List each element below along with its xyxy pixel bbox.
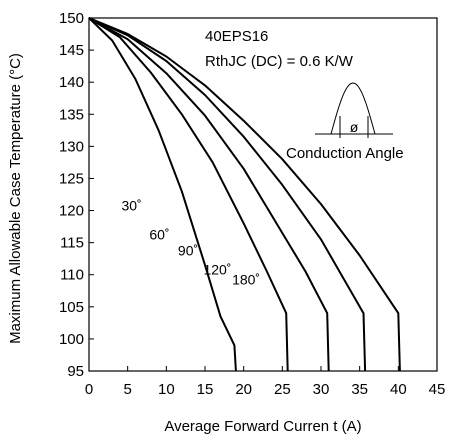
x-tick-label: 30 [313,381,330,398]
x-tick-label: 45 [429,381,446,398]
x-tick-label: 5 [123,381,131,398]
y-tick-label: 115 [60,235,84,252]
x-tick-label: 40 [390,381,407,398]
half-sine-waveform [330,82,376,135]
x-axis-title: Average Forward Curren t (A) [164,418,361,435]
series-label: 90˚ [178,242,198,258]
y-tick-label: 130 [59,138,84,155]
y-axis-title: Maximum Allowable Case Temperature (°C) [7,53,24,344]
x-axis-ticks: 0 5 10 15 20 25 30 35 40 45 [85,366,446,398]
phi-label: ø [350,119,359,135]
y-tick-label: 100 [59,331,84,348]
device-label: 40EPS16 [205,28,268,45]
y-axis-ticks: 95 100 105 110 115 120 125 130 135 140 145 150 [59,10,94,380]
x-tick-label: 15 [197,381,214,398]
y-tick-label: 145 [59,42,84,59]
x-tick-label: 25 [274,381,291,398]
series-curves: 30˚ 60˚ 90˚ 120˚180˚ [88,17,401,372]
plot-frame [88,17,438,372]
series-line [88,17,401,372]
conduction-angle-caption: Conduction Angle [286,145,404,162]
series-line [88,17,237,372]
y-tick-label: 105 [59,299,84,316]
series-label: 180˚ [232,271,260,287]
series-label: 60˚ [149,226,169,242]
axes [88,17,438,372]
series-label: 30˚ [121,198,141,214]
series-line [88,17,289,372]
y-tick-label: 95 [67,363,84,380]
series-line [88,17,367,372]
y-tick-label: 135 [59,106,84,123]
x-tick-label: 10 [158,381,175,398]
y-tick-label: 150 [59,10,84,27]
x-tick-label: 20 [235,381,252,398]
y-tick-label: 140 [59,74,84,91]
thermal-resistance-label: RthJC (DC) = 0.6 K/W [205,53,354,70]
x-tick-label: 35 [351,381,368,398]
x-tick-label: 0 [85,381,93,398]
series-label: 120˚ [203,262,231,278]
y-tick-label: 120 [59,203,84,220]
y-tick-label: 110 [60,267,84,284]
y-tick-label: 125 [59,170,84,187]
conduction-angle-inset: ø Conduction Angle [286,82,404,162]
series-line [88,17,330,372]
